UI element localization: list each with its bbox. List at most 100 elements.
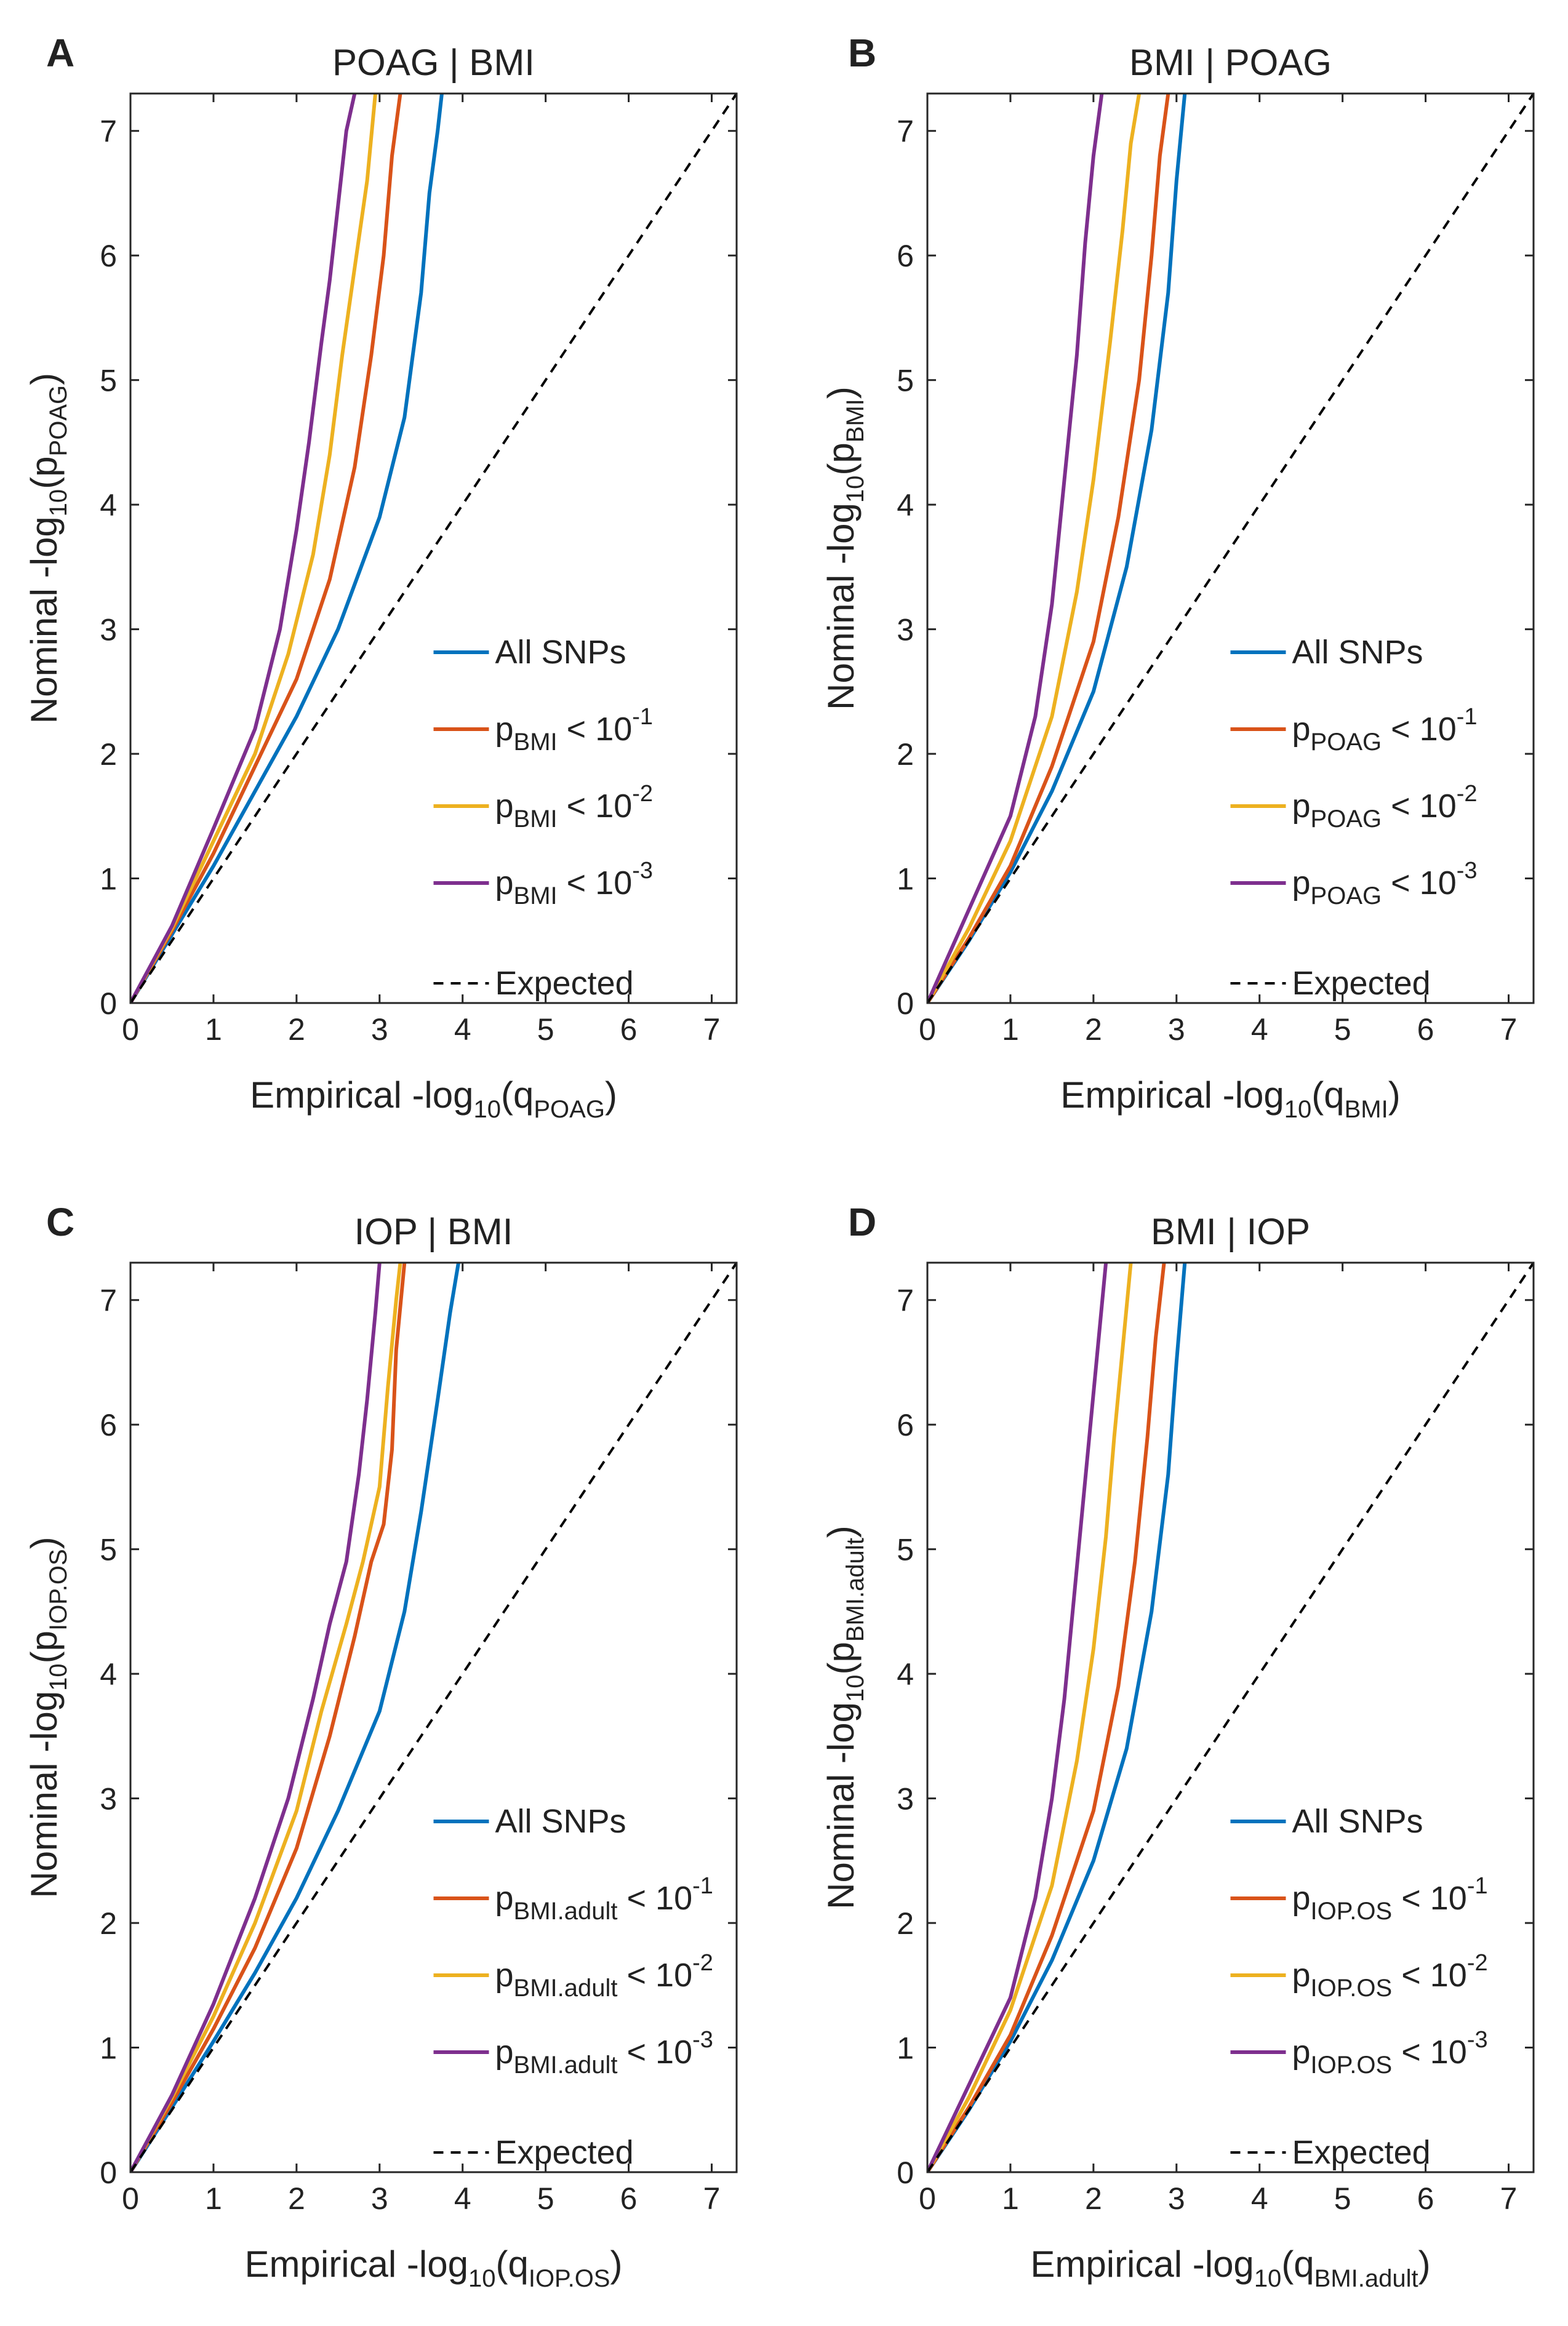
panel-a-ytick-label: 4: [100, 488, 117, 522]
panel-d-legend-label-3: pIOP.OS < 10-3: [1292, 2027, 1488, 2079]
panel-d-letter: D: [848, 1200, 876, 1244]
panel-a-ytick-label: 1: [100, 862, 117, 897]
panel-a-xtick-label: 2: [288, 1012, 305, 1047]
panel-d-legend-label-4: Expected: [1292, 2134, 1431, 2171]
panel-b: B BMI | POAG 0 1 2 3 4 5 6 7 0 1 2 3 4 5 6 7 Empirical -lo…: [820, 31, 1535, 1123]
panel-a-xtick-label: 7: [703, 1012, 721, 1047]
panel-b-ytick-label: 6: [897, 239, 914, 273]
panel-c-xtick-label: 4: [454, 2181, 471, 2216]
panel-a-ytick-label: 7: [100, 114, 117, 149]
panel-b-legend-label-2: pPOAG < 10-2: [1292, 781, 1478, 833]
panel-a-letter: A: [46, 31, 74, 75]
panel-c-xtick-label: 2: [288, 2181, 305, 2216]
panel-c-ytick-label: 0: [100, 2156, 117, 2190]
panel-b-xtick-label: 5: [1334, 1012, 1351, 1047]
panel-d-xtick-label: 6: [1417, 2181, 1434, 2216]
panel-c-legend-label-3: pBMI.adult < 10-3: [495, 2027, 713, 2079]
panel-b-series-2-line: [927, 94, 1142, 1003]
panel-c-legend-label-0: All SNPs: [495, 1803, 626, 1840]
panel-a-axes-frame: [129, 92, 738, 1004]
panel-a-ylabel: Nominal -log10(pPOAG): [23, 373, 72, 724]
panel-d-ytick-label: 7: [897, 1284, 914, 1318]
panel-b-ytick-label: 3: [897, 613, 914, 647]
panel-b-legend-label-0: All SNPs: [1292, 634, 1423, 671]
panel-d-axes-frame: [926, 1261, 1535, 2173]
panel-c-xtick-label: 7: [703, 2181, 721, 2216]
panel-c-xlabel: Empirical -log10(qIOP.OS): [245, 2244, 623, 2292]
panel-b-xtick-label: 0: [919, 1012, 936, 1047]
panel-b-xtick-label: 1: [1002, 1012, 1019, 1047]
panel-d-ytick-label: 2: [897, 1906, 914, 1941]
panel-a-ytick-label: 0: [100, 986, 117, 1021]
panel-d-ytick-label: 0: [897, 2156, 914, 2190]
panel-c-ytick-label: 6: [100, 1408, 117, 1442]
panel-c-xtick-label: 0: [122, 2181, 139, 2216]
panel-a: A POAG | BMI 0 1 2 3 4 5 6 7 0 1 2 3 4 5 6 7 Empirical -lo…: [23, 31, 738, 1123]
panel-b-title: BMI | POAG: [1129, 42, 1332, 83]
panel-c-xtick-label: 6: [620, 2181, 638, 2216]
panel-a-xlabel: Empirical -log10(qPOAG): [250, 1074, 617, 1123]
panel-d-ylabel: Nominal -log10(pBMI.adult): [820, 1525, 869, 1909]
panel-c-xtick-label: 3: [371, 2181, 388, 2216]
panel-c-legend-label-2: pBMI.adult < 10-2: [495, 1950, 713, 2002]
panel-d-ytick-label: 1: [897, 2031, 914, 2066]
panel-d-xtick-label: 3: [1168, 2181, 1185, 2216]
panel-d-series-2-line: [927, 1263, 1133, 2172]
panel-c-letter: C: [46, 1200, 74, 1244]
panel-c-ytick-label: 5: [100, 1533, 117, 1567]
panel-a-series-0-line: [130, 94, 444, 1003]
panel-b-xtick-label: 7: [1500, 1012, 1518, 1047]
panel-b-ytick-label: 1: [897, 862, 914, 897]
panel-d-series-1-line: [927, 1263, 1166, 2172]
panel-a-legend-label-3: pBMI < 10-3: [495, 858, 654, 909]
panel-b-series-0-line: [927, 94, 1187, 1003]
panel-a-legend-label-1: pBMI < 10-1: [495, 704, 654, 756]
panel-d-legend-label-2: pIOP.OS < 10-2: [1292, 1950, 1488, 2002]
panel-c-series-3-line: [130, 1263, 382, 2172]
panel-d-title: BMI | IOP: [1151, 1211, 1310, 1252]
panel-d-xtick-label: 5: [1334, 2181, 1351, 2216]
panel-c-legend-label-1: pBMI.adult < 10-1: [495, 1873, 713, 1925]
panel-d-xtick-label: 7: [1500, 2181, 1518, 2216]
panel-d-ytick-label: 5: [897, 1533, 914, 1567]
panel-b-xtick-label: 4: [1251, 1012, 1268, 1047]
panel-c-ytick-label: 3: [100, 1782, 117, 1816]
panel-c-axes-frame: [129, 1261, 738, 2173]
panel-a-ytick-label: 6: [100, 239, 117, 273]
panel-c-xtick-label: 1: [205, 2181, 222, 2216]
panel-d-xtick-label: 1: [1002, 2181, 1019, 2216]
panel-c-ytick-label: 2: [100, 1906, 117, 1941]
panel-b-ytick-label: 2: [897, 737, 914, 772]
panel-a-xtick-label: 1: [205, 1012, 222, 1047]
panel-d: D BMI | IOP 0 1 2 3 4 5 6 7 0 1 2 3 4 5 6 7 Empirical -log…: [820, 1200, 1535, 2292]
panel-d-xtick-label: 4: [1251, 2181, 1268, 2216]
panel-a-xtick-label: 3: [371, 1012, 388, 1047]
panel-a-series-3-line: [130, 94, 357, 1003]
panel-c-ytick-label: 1: [100, 2031, 117, 2066]
panel-b-series-3-line: [927, 94, 1104, 1003]
panel-a-legend-label-0: All SNPs: [495, 634, 626, 671]
panel-d-xlabel: Empirical -log10(qBMI.adult): [1030, 2244, 1430, 2292]
panel-c-series-1-line: [130, 1263, 407, 2172]
panel-d-series-3-line: [927, 1263, 1108, 2172]
panel-c-series-2-line: [130, 1263, 402, 2172]
panel-a-title: POAG | BMI: [332, 42, 535, 83]
panel-d-xtick-label: 0: [919, 2181, 936, 2216]
panel-b-xlabel: Empirical -log10(qBMI): [1060, 1074, 1400, 1123]
panel-a-ytick-label: 5: [100, 364, 117, 398]
panel-d-legend-label-1: pIOP.OS < 10-1: [1292, 1873, 1488, 1925]
panel-b-xtick-label: 6: [1417, 1012, 1434, 1047]
panel-a-ytick-label: 3: [100, 613, 117, 647]
panel-a-xtick-label: 4: [454, 1012, 471, 1047]
panel-c-series-0-line: [130, 1263, 460, 2172]
panel-d-series-0-line: [927, 1263, 1187, 2172]
panel-d-ytick-label: 3: [897, 1782, 914, 1816]
panel-c-legend-label-4: Expected: [495, 2134, 634, 2171]
panel-a-legend-label-2: pBMI < 10-2: [495, 781, 654, 833]
panel-b-legend-label-3: pPOAG < 10-3: [1292, 858, 1478, 909]
panel-a-series-2-line: [130, 94, 377, 1003]
panel-b-legend-label-1: pPOAG < 10-1: [1292, 704, 1478, 756]
panel-c-ytick-label: 7: [100, 1284, 117, 1318]
panel-a-series-1-line: [130, 94, 402, 1003]
